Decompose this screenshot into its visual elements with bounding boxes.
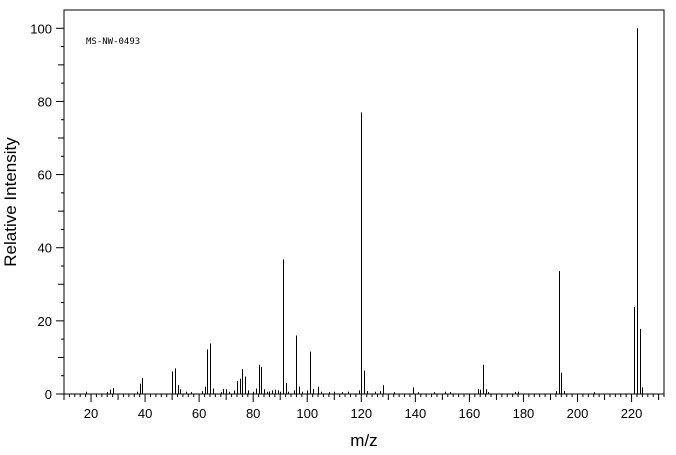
x-tick-label: 80 <box>246 406 260 421</box>
y-tick-label: 80 <box>38 94 52 109</box>
x-tick-label: 100 <box>296 406 318 421</box>
y-tick-label: 40 <box>38 241 52 256</box>
x-tick-label: 140 <box>404 406 426 421</box>
y-tick-label: 60 <box>38 168 52 183</box>
peak-series <box>86 28 643 394</box>
x-axis: 20 40 60 80 100 120 140 160 180 200 220 <box>63 394 665 421</box>
x-tick-label: 40 <box>138 406 152 421</box>
x-tick-label: 60 <box>192 406 206 421</box>
x-tick-label: 120 <box>350 406 372 421</box>
y-tick-label: 100 <box>30 21 52 36</box>
plot-frame <box>63 9 665 395</box>
x-tick-label: 20 <box>84 406 98 421</box>
x-axis-title: m/z <box>350 431 377 450</box>
x-tick-label: 160 <box>459 406 481 421</box>
x-tick-label: 220 <box>621 406 643 421</box>
y-axis-title: Relative Intensity <box>1 137 20 267</box>
y-tick-label: 0 <box>45 387 52 402</box>
y-tick-label: 20 <box>38 314 52 329</box>
x-tick-label: 200 <box>567 406 589 421</box>
y-axis: 0 20 40 60 80 100 <box>30 21 64 402</box>
spectrum-id-annotation: MS-NW-0493 <box>86 37 140 47</box>
x-tick-label: 180 <box>513 406 535 421</box>
